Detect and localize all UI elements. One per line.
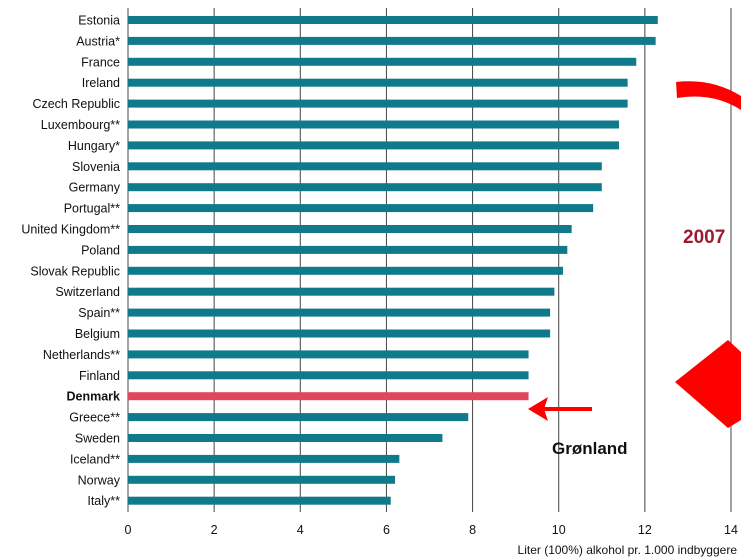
bar-highlight (128, 392, 529, 401)
x-tick-label: 6 (383, 523, 390, 537)
category-label: Germany (69, 181, 121, 195)
bar (128, 204, 594, 213)
bar (128, 120, 620, 129)
category-label: Ireland (82, 76, 120, 90)
category-label: Slovenia (72, 160, 120, 174)
bar (128, 57, 637, 66)
annotation-year: 2007 (683, 227, 725, 248)
bar (128, 308, 551, 317)
bar (128, 36, 656, 45)
bar (128, 496, 391, 505)
bar (128, 245, 568, 254)
annotation-greenland: Grønland (552, 439, 628, 458)
category-label: Greece** (69, 411, 120, 425)
bar (128, 329, 551, 338)
bar (128, 141, 620, 150)
bar (128, 99, 628, 108)
x-tick-label: 14 (724, 523, 738, 537)
bar (128, 371, 529, 380)
category-label: Spain** (78, 306, 120, 320)
x-tick-label: 12 (638, 523, 652, 537)
category-label: Denmark (67, 390, 121, 404)
bar (128, 16, 658, 24)
x-tick-label: 0 (125, 523, 132, 537)
x-tick-label: 4 (297, 523, 304, 537)
curved-arrow-upper (676, 81, 741, 110)
x-tick-labels: 0 2 4 6 8 10 12 14 (125, 523, 738, 537)
bar (128, 266, 564, 275)
category-label: Hungary* (68, 139, 120, 153)
category-label: France (81, 55, 120, 69)
category-label: Estonia (78, 14, 120, 28)
bar (128, 413, 469, 422)
bar (128, 183, 602, 192)
category-label: Czech Republic (32, 97, 120, 111)
x-tick-label: 2 (211, 523, 218, 537)
category-label: Norway (78, 473, 121, 487)
category-label: Belgium (75, 327, 120, 341)
bar (128, 454, 400, 463)
category-label: Finland (79, 369, 120, 383)
category-label: Switzerland (55, 285, 120, 299)
bar (128, 225, 572, 233)
category-label: Portugal** (64, 202, 120, 216)
category-label: Iceland** (70, 452, 120, 466)
bar (128, 287, 555, 296)
x-axis-label: Liter (100%) alkohol pr. 1.000 indbygger… (518, 543, 738, 557)
x-tick-label: 10 (552, 523, 566, 537)
bars (128, 16, 658, 505)
category-label: Slovak Republic (30, 264, 120, 278)
greenland-arrow (528, 397, 592, 421)
bar (128, 434, 443, 442)
category-label: Italy** (87, 494, 120, 508)
category-label: United Kingdom** (21, 223, 120, 237)
category-label: Austria* (76, 34, 120, 48)
category-labels: Estonia Austria* France Ireland Czech Republ… (21, 14, 120, 509)
big-arrow-left (675, 340, 741, 428)
category-label: Netherlands** (43, 348, 120, 362)
category-label: Poland (81, 243, 120, 257)
bar (128, 162, 602, 171)
annotations: 2007 Grønland (528, 81, 741, 458)
bar (128, 350, 529, 359)
gridlines (127, 8, 732, 512)
bar (128, 78, 628, 87)
category-label: Luxembourg** (41, 118, 120, 132)
category-label: Sweden (75, 432, 120, 446)
x-tick-label: 8 (469, 523, 476, 537)
bar (128, 475, 396, 484)
